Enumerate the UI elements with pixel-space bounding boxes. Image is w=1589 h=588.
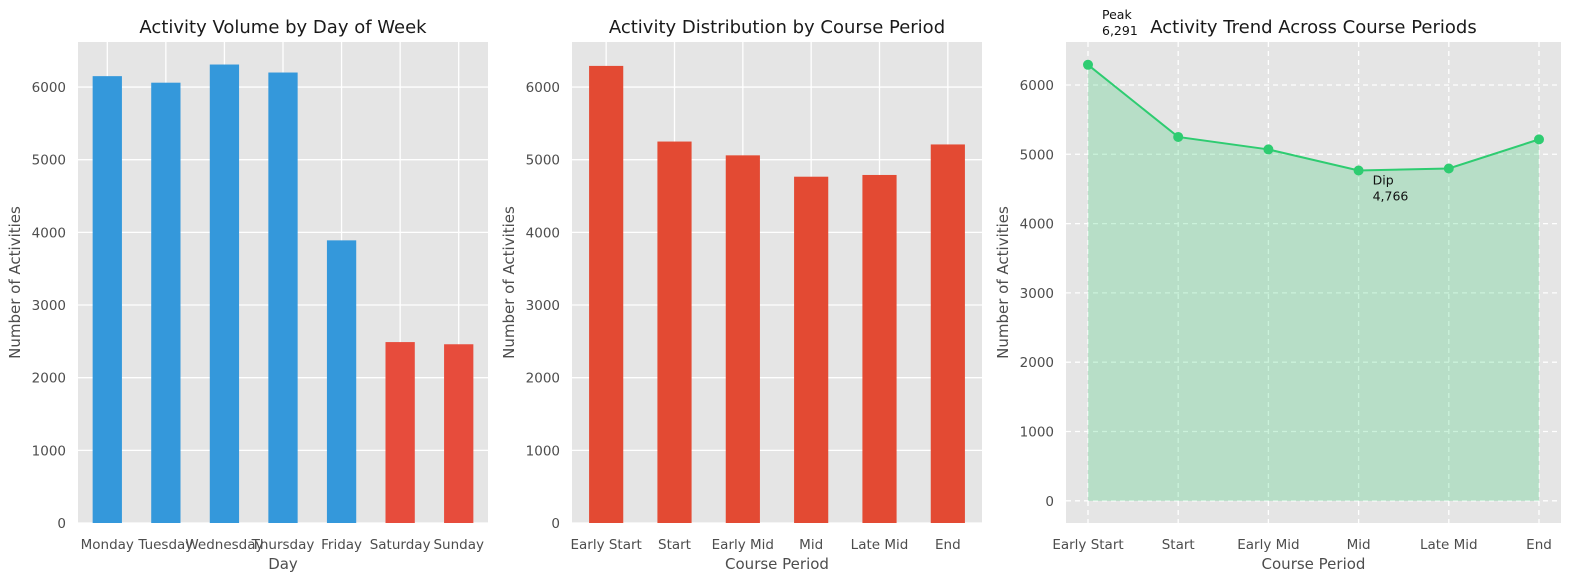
bar: [444, 344, 474, 523]
y-axis-label: Number of Activities: [500, 206, 518, 359]
x-tick-label: Early Start: [1052, 537, 1123, 553]
x-tick-label: Sunday: [433, 537, 484, 553]
bar: [209, 64, 240, 523]
x-tick-label: Early Mid: [712, 537, 774, 553]
bar: [862, 174, 897, 523]
bars: [92, 64, 474, 524]
x-axis-label: Course Period: [1262, 555, 1366, 573]
y-tick-label: 1000: [1020, 425, 1054, 441]
gridlines: [1066, 42, 1561, 523]
y-tick-label: 3000: [32, 298, 66, 314]
y-axis-label: Number of Activities: [6, 206, 24, 359]
y-tick-label: 5000: [1020, 147, 1054, 163]
x-tick-label: Start: [1162, 537, 1195, 553]
tick-labels: 0 1000 2000 3000 4000 5000 6000 Early Start Star…: [526, 80, 961, 553]
y-tick-label: 0: [551, 516, 560, 532]
bar: [794, 176, 829, 524]
x-tick-label: Early Mid: [1237, 537, 1299, 553]
bar: [930, 144, 965, 523]
y-tick-label: 4000: [526, 225, 560, 241]
annotation-label: Dip: [1373, 172, 1394, 187]
bar: [92, 76, 122, 524]
y-tick-label: 3000: [526, 298, 560, 314]
bar: [326, 240, 357, 523]
chart-title: Activity Distribution by Course Period: [609, 17, 945, 38]
area-fill: [1088, 64, 1539, 501]
data-point: [1534, 134, 1544, 145]
plot-area: [1066, 42, 1561, 523]
tick-labels: 0 1000 2000 3000 4000 5000 6000 Monday TuesdayWe…: [32, 80, 484, 553]
x-tick-label: End: [1526, 537, 1552, 553]
y-tick-label: 6000: [32, 80, 66, 96]
chart-day-of-week: 0 1000 2000 3000 4000 5000 6000 Monday TuesdayWe…: [6, 17, 488, 573]
trend-line: [1087, 64, 1540, 172]
x-tick-label: Monday: [81, 537, 134, 553]
x-axis-label: Day: [268, 555, 298, 573]
y-tick-label: 6000: [526, 80, 560, 96]
bar: [589, 65, 624, 523]
tick-labels: 0 1000 2000 3000 4000 5000 6000 Early Start Star…: [1020, 78, 1552, 553]
x-tick-label: Wednesday: [185, 537, 263, 553]
data-point: [1353, 165, 1364, 176]
y-tick-label: 2000: [526, 371, 560, 387]
y-tick-label: 6000: [1020, 78, 1054, 94]
bar: [725, 155, 760, 524]
y-axis-label: Number of Activities: [994, 206, 1012, 359]
bar: [268, 72, 298, 524]
y-tick-label: 5000: [32, 153, 66, 169]
plot-area: [572, 42, 982, 523]
x-tick-label: Mid: [1347, 537, 1371, 553]
data-point: [1083, 59, 1093, 70]
x-tick-label: Saturday: [370, 537, 431, 553]
trend-marks: [1083, 59, 1544, 501]
data-point: [1263, 144, 1274, 155]
y-tick-label: 0: [1045, 494, 1054, 510]
x-tick-label: Late Mid: [851, 537, 909, 553]
x-tick-label: Start: [658, 537, 691, 553]
bars: [589, 65, 965, 524]
x-tick-label: Mid: [799, 537, 823, 553]
y-tick-label: 0: [57, 516, 66, 532]
x-tick-label: Tuesday: [137, 537, 193, 553]
bar: [657, 141, 692, 523]
chart-title: Activity Trend Across Course Periods: [1150, 17, 1476, 38]
y-tick-label: 3000: [1020, 286, 1054, 302]
data-point: [1173, 131, 1184, 142]
x-tick-label: Friday: [321, 537, 362, 553]
annotation-value: 4,766: [1373, 188, 1409, 203]
x-tick-label: End: [935, 537, 961, 553]
annotation-value: 6,291: [1102, 23, 1138, 38]
y-tick-label: 4000: [32, 225, 66, 241]
data-point: [1443, 163, 1454, 174]
y-tick-label: 1000: [32, 443, 66, 459]
bar: [151, 82, 181, 524]
chart-title: Activity Volume by Day of Week: [139, 17, 427, 38]
chart-course-period-distribution: 0 1000 2000 3000 4000 5000 6000 Early Start Star…: [500, 17, 982, 573]
bar: [385, 342, 415, 523]
y-tick-label: 4000: [1020, 217, 1054, 233]
x-axis-label: Course Period: [725, 555, 829, 573]
chart-course-period-trend: 0 1000 2000 3000 4000 5000 6000 Early Start Star…: [994, 7, 1561, 573]
y-tick-label: 5000: [526, 153, 560, 169]
annotation-label: Peak: [1102, 7, 1132, 22]
x-tick-label: Early Start: [570, 537, 641, 553]
x-tick-label: Late Mid: [1420, 537, 1478, 553]
y-tick-label: 2000: [1020, 355, 1054, 371]
x-tick-label: Thursday: [251, 537, 315, 553]
y-tick-label: 1000: [526, 443, 560, 459]
y-tick-label: 2000: [32, 371, 66, 387]
